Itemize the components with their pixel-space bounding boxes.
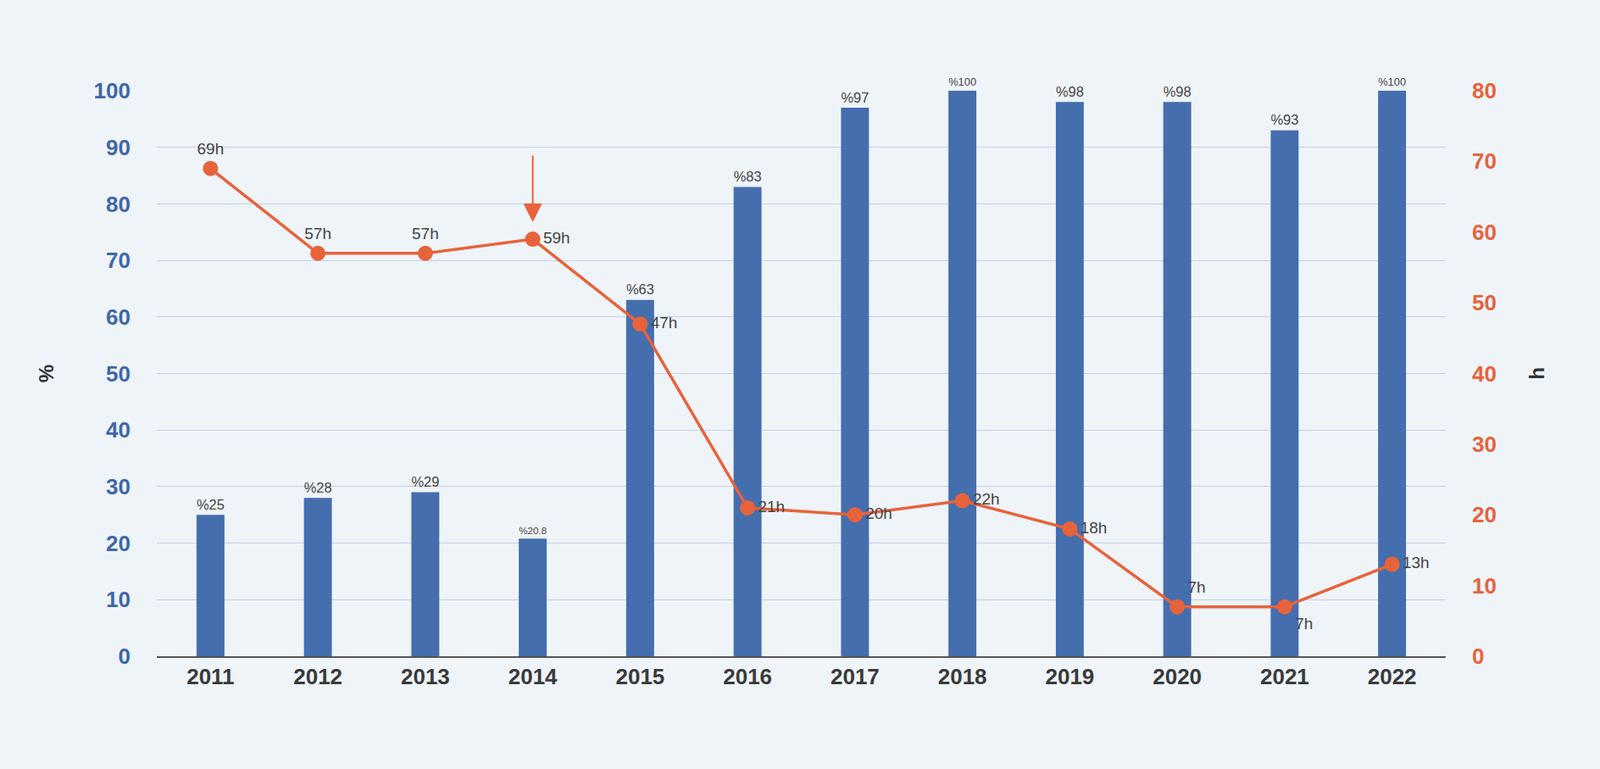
svg-text:2020: 2020 bbox=[1152, 663, 1202, 689]
svg-text:40: 40 bbox=[105, 416, 131, 443]
svg-text:57h: 57h bbox=[411, 224, 439, 243]
svg-text:10: 10 bbox=[105, 586, 131, 612]
svg-text:20h: 20h bbox=[865, 504, 893, 523]
svg-text:2022: 2022 bbox=[1367, 663, 1417, 689]
svg-text:100: 100 bbox=[94, 77, 131, 104]
svg-text:80: 80 bbox=[105, 191, 131, 217]
svg-text:2015: 2015 bbox=[615, 663, 665, 689]
svg-text:40: 40 bbox=[1472, 361, 1497, 387]
svg-text:69h: 69h bbox=[197, 139, 225, 158]
svg-text:2018: 2018 bbox=[938, 663, 988, 689]
svg-text:20: 20 bbox=[105, 530, 131, 556]
svg-text:20: 20 bbox=[1472, 501, 1497, 528]
svg-text:%29: %29 bbox=[411, 473, 439, 489]
svg-text:%63: %63 bbox=[626, 281, 655, 297]
svg-text:2013: 2013 bbox=[400, 663, 450, 689]
svg-text:2017: 2017 bbox=[830, 663, 880, 689]
svg-text:22h: 22h bbox=[972, 489, 1000, 508]
svg-text:%98: %98 bbox=[1055, 83, 1084, 100]
svg-text:%97: %97 bbox=[840, 89, 869, 106]
svg-text:59h: 59h bbox=[543, 228, 571, 247]
svg-text:7h: 7h bbox=[1187, 577, 1206, 596]
svg-text:%83: %83 bbox=[733, 168, 762, 184]
svg-text:2011: 2011 bbox=[186, 663, 234, 689]
svg-text:%100: %100 bbox=[1377, 75, 1406, 89]
svg-text:2019: 2019 bbox=[1044, 663, 1095, 689]
svg-text:50: 50 bbox=[105, 361, 131, 387]
svg-text:7h: 7h bbox=[1294, 614, 1313, 633]
svg-text:2014: 2014 bbox=[508, 663, 558, 689]
svg-text:13h: 13h bbox=[1402, 553, 1430, 572]
svg-text:70: 70 bbox=[1472, 148, 1497, 174]
svg-text:2021: 2021 bbox=[1260, 663, 1310, 689]
svg-text:30: 30 bbox=[1472, 431, 1497, 457]
svg-text:57h: 57h bbox=[304, 224, 332, 243]
svg-text:10: 10 bbox=[1472, 572, 1497, 599]
svg-text:%25: %25 bbox=[196, 496, 225, 512]
svg-text:70: 70 bbox=[105, 247, 131, 273]
svg-text:2012: 2012 bbox=[293, 663, 343, 689]
svg-text:80: 80 bbox=[1472, 77, 1497, 104]
svg-text:%20.8: %20.8 bbox=[518, 524, 547, 536]
svg-text:47h: 47h bbox=[650, 313, 678, 332]
svg-text:50: 50 bbox=[1472, 289, 1497, 316]
svg-text:%: % bbox=[34, 364, 58, 383]
svg-text:2016: 2016 bbox=[722, 663, 773, 689]
svg-text:0: 0 bbox=[118, 643, 131, 669]
svg-text:%98: %98 bbox=[1163, 83, 1192, 100]
svg-text:30: 30 bbox=[105, 473, 131, 500]
svg-text:60: 60 bbox=[1472, 219, 1497, 245]
svg-text:%28: %28 bbox=[304, 479, 333, 495]
svg-text:%93: %93 bbox=[1270, 111, 1299, 128]
svg-text:h: h bbox=[1525, 366, 1549, 380]
svg-text:60: 60 bbox=[105, 304, 131, 330]
svg-text:0: 0 bbox=[1472, 643, 1484, 669]
svg-text:%100: %100 bbox=[948, 75, 977, 89]
svg-text:90: 90 bbox=[105, 134, 131, 161]
svg-text:18h: 18h bbox=[1080, 518, 1108, 537]
svg-text:21h: 21h bbox=[757, 497, 785, 516]
